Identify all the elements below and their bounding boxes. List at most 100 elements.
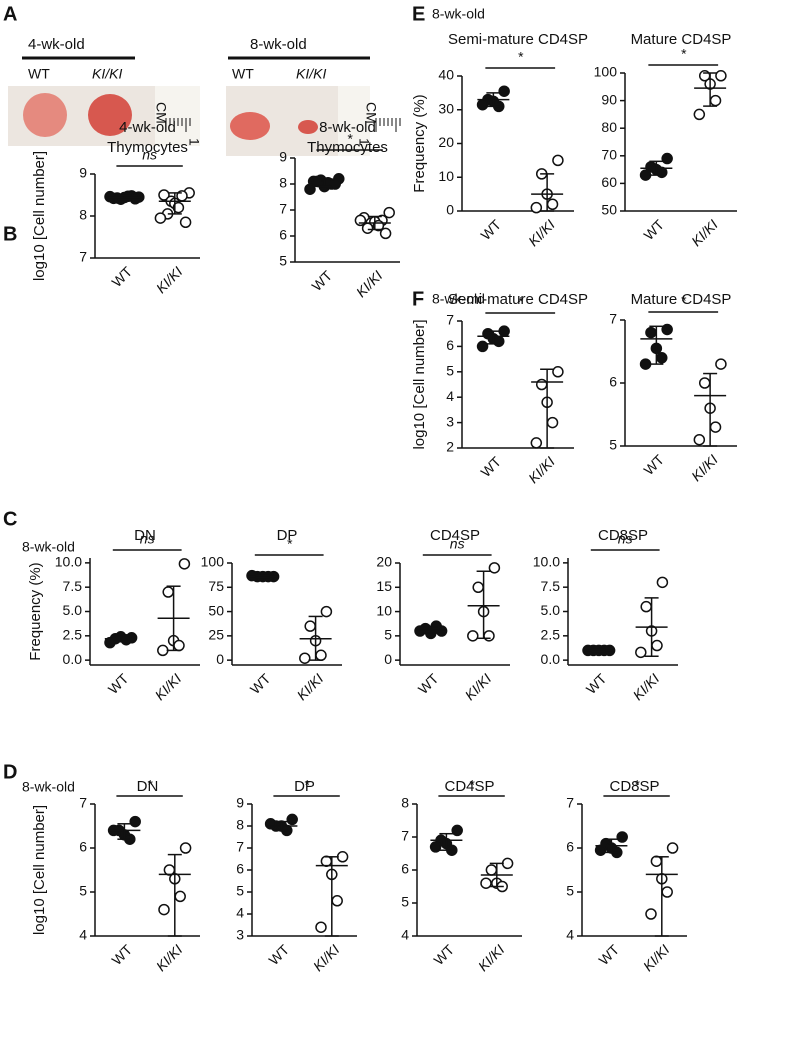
y-axis-label: log10 [Cell number]: [31, 151, 48, 281]
data-point: [666, 842, 679, 854]
y-tick-label: 10.0: [55, 554, 82, 570]
y-axis-label: Frequency (%): [411, 94, 428, 192]
x-tick-label: WT: [430, 941, 457, 968]
y-tick-label: 90: [601, 91, 617, 107]
chart-title: Thymocytes: [307, 139, 388, 156]
data-point: [698, 377, 711, 389]
data-point: [485, 864, 498, 876]
x-tick-label: KI/KI: [462, 670, 495, 703]
data-point: [639, 358, 652, 370]
data-point: [645, 326, 657, 339]
thymus-ki: [88, 94, 132, 136]
y-tick-label: 5.0: [541, 602, 561, 618]
data-point: [383, 206, 395, 219]
chart-title: Semi-mature CD4SP: [448, 31, 588, 48]
y-tick-label: 0.0: [63, 651, 83, 667]
group-note: 8-wk-old: [22, 539, 75, 555]
y-tick-label: 5: [566, 883, 574, 899]
data-point: [472, 581, 484, 594]
y-tick-label: 7: [446, 312, 454, 328]
x-tick-label: WT: [108, 263, 135, 290]
photo-title: 4-wk-old: [28, 36, 85, 53]
y-tick-label: 6: [279, 227, 287, 243]
y-tick-label: 5: [236, 883, 244, 899]
y-tick-label: 4: [79, 927, 87, 943]
x-tick-label: KI/KI: [630, 670, 663, 703]
significance-label: *: [304, 777, 310, 793]
chart: CD4SP 4 5 6 7 8 WT KI/KI *: [401, 777, 522, 974]
thymus-wt: [23, 93, 67, 137]
data-point: [693, 433, 706, 446]
x-tick-label: WT: [640, 216, 667, 243]
y-tick-label: 6: [446, 337, 454, 353]
y-tick-label: 25: [208, 627, 224, 643]
y-tick-label: 10: [376, 602, 392, 618]
photo-label: KI/KI: [296, 66, 326, 82]
data-point: [129, 193, 141, 205]
x-tick-label: WT: [477, 216, 504, 243]
photo-a1: [8, 56, 200, 146]
x-tick-label: WT: [477, 453, 504, 480]
y-tick-label: 4: [236, 905, 244, 921]
chart: DP 3 4 5 6 7 8 9 WT KI/KI *: [236, 777, 357, 974]
data-point: [594, 844, 607, 856]
data-point: [246, 569, 258, 582]
data-point: [709, 421, 722, 433]
photo-label: WT: [232, 66, 254, 82]
x-tick-label: WT: [265, 941, 292, 968]
chart: 4-wk-old Thymocytes log10 [Cell number] 7 8 9…: [31, 119, 200, 296]
x-tick-label: WT: [308, 267, 335, 294]
ruler: [155, 86, 200, 146]
chart-title: CD4SP: [444, 778, 494, 795]
significance-label: *: [147, 777, 153, 793]
data-point: [430, 620, 442, 632]
y-tick-label: 2.5: [63, 627, 83, 643]
data-point: [709, 94, 722, 107]
y-tick-label: 40: [438, 67, 454, 83]
photo-label: WT: [28, 66, 50, 82]
data-point: [158, 903, 170, 916]
y-tick-label: 7: [79, 795, 87, 811]
data-point: [336, 851, 349, 863]
data-point: [656, 576, 669, 589]
y-tick-label: 8: [279, 175, 287, 191]
y-tick-label: 7.5: [63, 578, 83, 594]
chart-title: Mature CD4SP: [631, 31, 732, 48]
data-point: [639, 169, 652, 181]
y-tick-label: 70: [601, 147, 617, 163]
y-tick-label: 0: [216, 651, 224, 667]
data-point: [179, 216, 192, 229]
significance-label: ns: [140, 531, 155, 547]
data-point: [552, 154, 564, 167]
y-tick-label: 6: [566, 839, 574, 855]
x-tick-label: WT: [595, 941, 622, 968]
panel-letter: D: [3, 761, 17, 783]
significance-label: ns: [450, 536, 465, 552]
data-point: [535, 378, 548, 391]
data-point: [650, 855, 663, 867]
data-point: [493, 335, 505, 348]
data-point: [546, 198, 559, 210]
data-point: [154, 212, 167, 224]
data-point: [693, 108, 706, 121]
x-tick-label: KI/KI: [640, 941, 673, 974]
data-point: [530, 437, 543, 449]
y-tick-label: 2.5: [541, 627, 561, 643]
y-tick-label: 10: [438, 168, 454, 184]
chart-title: 4-wk-old: [119, 119, 176, 136]
panel-letter: B: [3, 223, 17, 245]
data-point: [299, 652, 311, 664]
data-point: [501, 857, 514, 870]
data-point: [480, 877, 492, 889]
data-point: [320, 605, 333, 618]
data-point: [172, 201, 185, 214]
x-tick-label: KI/KI: [294, 670, 327, 703]
chart: CD8SP 0.0 2.5 5.0 7.5 10.0 WT KI/KI ns: [533, 527, 678, 703]
x-tick-label: WT: [583, 670, 610, 697]
data-point: [498, 85, 510, 97]
data-point: [651, 639, 663, 652]
y-tick-label: 10.0: [533, 554, 560, 570]
data-point: [157, 644, 169, 657]
x-tick-label: WT: [108, 941, 135, 968]
ruler-mark: 1: [356, 138, 372, 146]
